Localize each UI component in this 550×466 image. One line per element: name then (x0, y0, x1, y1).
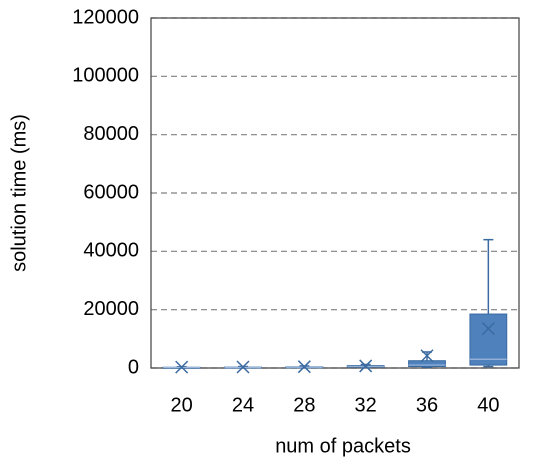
mean-marker (297, 360, 311, 374)
y-tick-label: 80000 (83, 123, 139, 145)
y-tick-label: 40000 (83, 240, 139, 262)
mean-marker (236, 360, 250, 374)
mean-marker (420, 349, 434, 363)
y-tick-label: 0 (128, 356, 139, 378)
mean-marker (481, 322, 495, 336)
x-tick-label: 20 (171, 394, 193, 416)
x-tick-label: 24 (232, 394, 254, 416)
plot-frame (150, 17, 520, 369)
y-tick-label: 120000 (72, 6, 139, 28)
box (469, 313, 508, 366)
mean-marker (359, 359, 373, 373)
x-tick-label: 32 (355, 394, 377, 416)
x-tick-label: 28 (293, 394, 315, 416)
x-tick-label: 40 (477, 394, 499, 416)
y-tick-label: 20000 (83, 298, 139, 320)
y-tick-label: 60000 (83, 181, 139, 203)
mean-marker (175, 360, 189, 374)
x-tick-label: 36 (416, 394, 438, 416)
y-axis-label: solution time (ms) (8, 114, 30, 272)
box (408, 360, 446, 368)
x-axis-label: num of packets (275, 435, 411, 457)
y-tick-label: 100000 (72, 65, 139, 87)
